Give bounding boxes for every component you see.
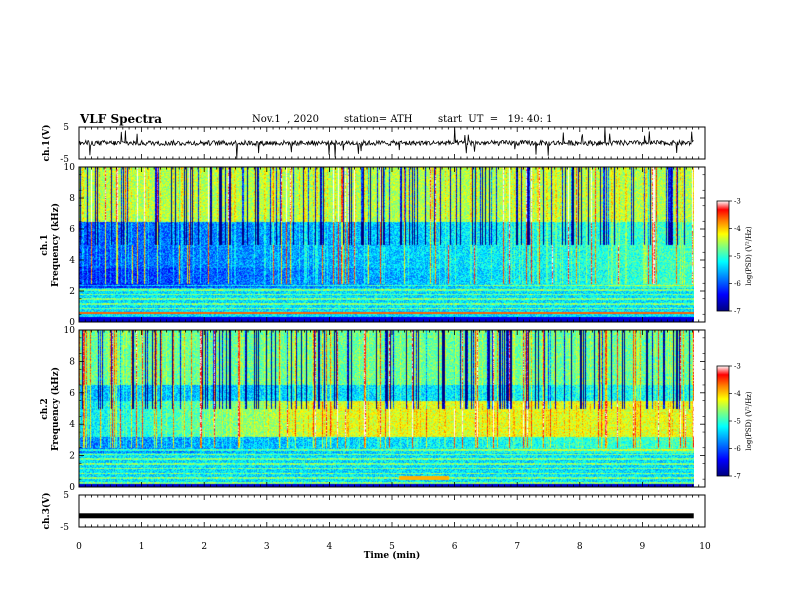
figure-title: VLF Spectra <box>80 112 163 126</box>
date-label: Nov.1 , 2020 <box>252 114 319 125</box>
ytick-label: 10 <box>64 163 76 173</box>
ytick-label: -5 <box>60 523 69 533</box>
xtick-label: 0 <box>76 542 82 552</box>
ytick-label: 10 <box>64 326 76 336</box>
xtick-label: 8 <box>577 542 583 552</box>
xtick-label: 2 <box>201 542 207 552</box>
colorbar-tick-label: -4 <box>734 225 741 233</box>
colorbar-tick-label: -6 <box>734 280 741 288</box>
spectrogram-image-spectrogram-ch1 <box>79 167 694 322</box>
colorbar-spectrogram-ch1 <box>716 200 730 312</box>
ytick-label: 4 <box>69 256 75 266</box>
xtick-label: 5 <box>389 542 395 552</box>
ytick-label: 8 <box>69 357 75 367</box>
xtick-label: 9 <box>640 542 646 552</box>
xtick-label: 1 <box>139 542 145 552</box>
colorbar-tick-label: -5 <box>734 253 741 261</box>
colorbar-tick-label: -6 <box>734 445 741 453</box>
ytick-label: -5 <box>60 155 69 165</box>
ytick-label: 0 <box>69 483 75 493</box>
station-label: station= ATH <box>344 114 413 125</box>
ch3-waveform-line <box>79 513 694 519</box>
ytick-label: 5 <box>63 491 69 501</box>
xtick-label: 4 <box>327 542 333 552</box>
ytick-label: 8 <box>69 194 75 204</box>
colorbar-tick-label: -5 <box>734 418 741 426</box>
xtick-label: 7 <box>514 542 520 552</box>
colorbar-tick-label: -7 <box>734 473 741 481</box>
colorbar-label: log(PSD) (V²/Hz) <box>745 226 753 285</box>
colorbar-tick-label: -4 <box>734 390 741 398</box>
start-time-label: start UT = 19: 40: 1 <box>438 114 553 125</box>
ytick-label: 6 <box>69 225 75 235</box>
xtick-label: 6 <box>452 542 458 552</box>
colorbar-label: log(PSD) (V²/Hz) <box>745 391 753 450</box>
ytick-label: 2 <box>69 287 75 297</box>
colorbar-spectrogram-ch2 <box>716 365 730 477</box>
ytick-label: 2 <box>69 452 75 462</box>
xaxis-label: Time (min) <box>364 550 421 561</box>
xtick-label: 10 <box>699 542 711 552</box>
colorbar-tick-label: -7 <box>734 308 741 316</box>
colorbar-tick-label: -3 <box>734 363 741 371</box>
spectrogram-image-spectrogram-ch2 <box>79 330 694 487</box>
ytick-label: 0 <box>69 318 75 328</box>
ytick-label: 6 <box>69 389 75 399</box>
ytick-label: 5 <box>63 123 69 133</box>
ytick-label: 4 <box>69 420 75 430</box>
xtick-label: 3 <box>264 542 270 552</box>
colorbar-tick-label: -3 <box>734 198 741 206</box>
ch1-waveform-line <box>78 126 694 159</box>
